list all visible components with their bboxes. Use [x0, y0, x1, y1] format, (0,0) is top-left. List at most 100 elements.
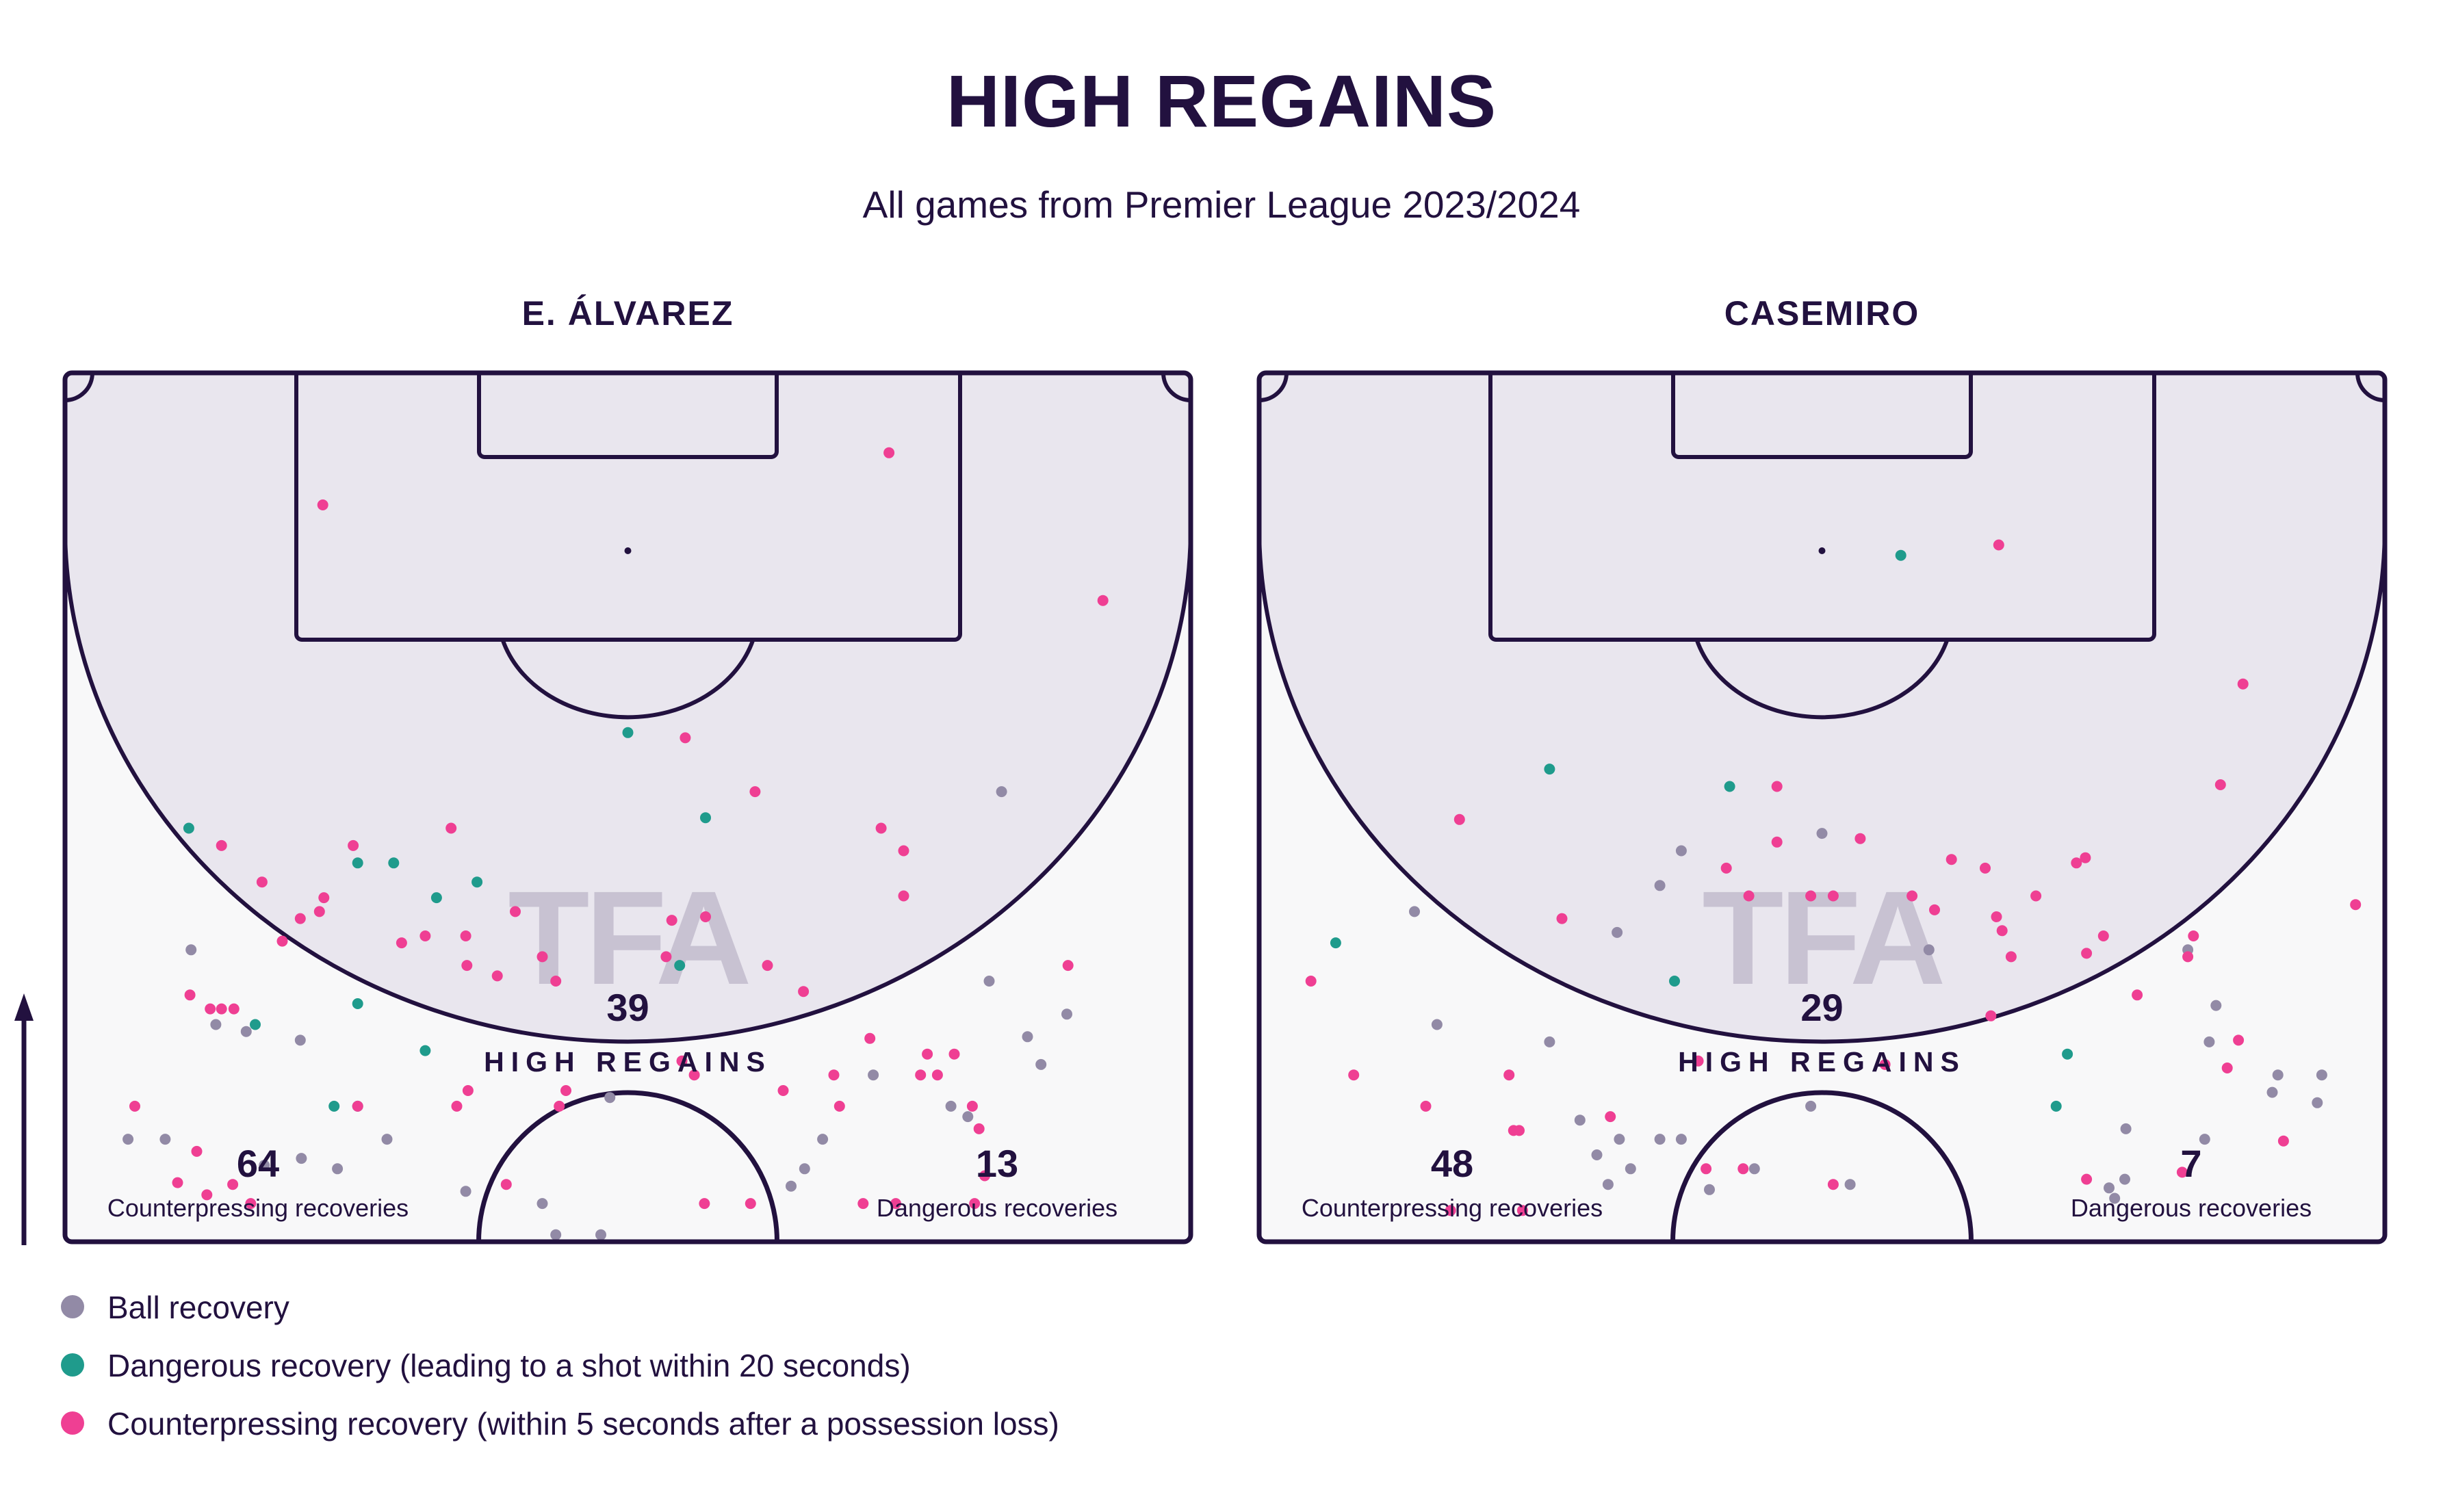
data-point — [1737, 1163, 1749, 1175]
data-point — [550, 1229, 562, 1240]
data-point — [2312, 1097, 2323, 1108]
player-name: E. ÁLVAREZ — [522, 294, 734, 333]
data-point — [183, 822, 194, 834]
series-ball-recovery — [1409, 828, 2327, 1204]
data-point — [419, 1045, 431, 1056]
data-point — [201, 1189, 213, 1201]
data-point — [969, 1198, 981, 1210]
data-point — [931, 1069, 943, 1081]
data-point — [2214, 779, 2226, 790]
pitch-border — [1256, 370, 2388, 1244]
data-point — [1816, 828, 1828, 839]
data-point — [317, 499, 328, 510]
series-ball-recovery — [122, 786, 1072, 1240]
data-point — [460, 930, 471, 941]
penalty-spot — [1818, 547, 1826, 554]
data-point — [2097, 930, 2109, 941]
data-point — [1980, 862, 1991, 874]
data-point — [962, 1111, 974, 1123]
pitches: TFA E. ÁLVAREZ 39 HIGH REGAINS 64 Counterpres… — [62, 294, 2388, 1244]
data-point — [122, 1134, 134, 1145]
chart-subtitle: All games from Premier League 2023/2024 — [863, 183, 1581, 226]
data-point — [948, 1048, 960, 1060]
data-point — [1692, 1055, 1704, 1067]
pitch-border — [62, 370, 1193, 1244]
data-point — [1556, 913, 1568, 924]
data-point — [250, 1019, 261, 1030]
data-point — [1743, 890, 1755, 902]
dangerous-value: 13 — [976, 1142, 1018, 1185]
data-point — [388, 857, 400, 869]
data-point — [554, 1100, 565, 1112]
data-point — [2237, 678, 2249, 690]
dangerous-value: 7 — [2180, 1142, 2201, 1185]
data-point — [1330, 937, 1341, 949]
data-point — [2188, 930, 2199, 941]
data-point — [1022, 1031, 1033, 1043]
data-point — [2266, 1086, 2278, 1098]
data-point — [537, 951, 548, 963]
data-point — [550, 976, 562, 987]
data-point — [1906, 890, 1918, 902]
data-point — [1771, 781, 1783, 792]
data-point — [1602, 1179, 1614, 1190]
high-regains-value: 39 — [606, 986, 649, 1029]
data-point — [2120, 1123, 2132, 1134]
data-point — [2176, 1166, 2188, 1178]
data-point — [276, 935, 288, 947]
data-point — [857, 1198, 869, 1210]
data-point — [210, 1019, 222, 1030]
data-point — [2005, 951, 2017, 963]
data-point — [2104, 1182, 2115, 1194]
data-point — [2030, 890, 2042, 902]
legend-marker — [61, 1295, 84, 1318]
data-point — [1669, 976, 1680, 987]
data-point — [1514, 1125, 1525, 1136]
counterpressing-value: 64 — [237, 1142, 279, 1185]
data-point — [915, 1069, 927, 1081]
data-point — [348, 839, 359, 851]
data-point — [430, 892, 442, 904]
data-point — [2080, 852, 2091, 863]
data-point — [798, 986, 810, 998]
dangerous-label: Dangerous recoveries — [877, 1194, 1117, 1222]
data-point — [2221, 1063, 2233, 1073]
data-point — [699, 1198, 710, 1210]
data-point — [1654, 1134, 1666, 1145]
data-point — [2109, 1192, 2121, 1204]
data-point — [419, 930, 431, 941]
data-point — [700, 911, 711, 922]
data-point — [2132, 989, 2143, 1001]
legend-item-dangerous-recovery: Dangerous recovery (leading to a shot wi… — [61, 1348, 911, 1383]
centre-circle — [1670, 1090, 1974, 1242]
data-point — [1305, 976, 1317, 987]
data-point — [256, 876, 268, 888]
data-point — [462, 1085, 474, 1096]
data-point — [294, 913, 306, 924]
data-point — [471, 876, 483, 888]
legend-item-counterpressing-recovery: Counterpressing recovery (within 5 secon… — [61, 1406, 1059, 1442]
penalty-spot — [624, 547, 632, 554]
data-point — [227, 1179, 239, 1190]
pitch-inner — [65, 373, 1191, 1242]
data-point — [1704, 1184, 1715, 1195]
data-point — [660, 951, 672, 963]
data-point — [1654, 880, 1666, 891]
data-point — [1985, 1010, 1997, 1021]
data-point — [875, 822, 887, 834]
legend-marker — [61, 1353, 84, 1377]
data-point — [1720, 862, 1732, 874]
data-point — [537, 1198, 548, 1210]
high-regains-value: 29 — [1800, 986, 1843, 1029]
counterpressing-label: Counterpressing recoveries — [1302, 1194, 1603, 1222]
penalty-box — [294, 373, 962, 642]
data-point — [500, 1179, 512, 1190]
data-point — [983, 976, 995, 987]
data-point — [129, 1100, 140, 1112]
data-point — [1097, 595, 1109, 606]
data-point — [890, 1198, 901, 1210]
data-point — [216, 839, 227, 851]
data-point — [996, 786, 1007, 798]
data-point — [294, 1034, 306, 1046]
